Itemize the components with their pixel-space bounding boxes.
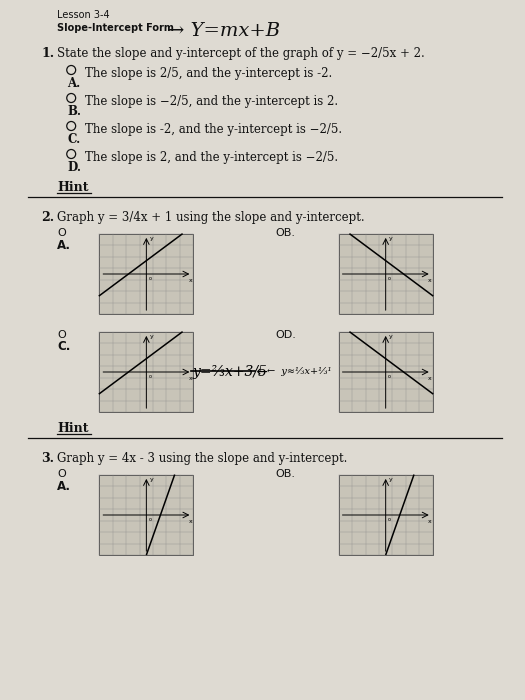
Text: x: x	[428, 376, 432, 381]
Text: o: o	[149, 276, 151, 281]
Text: x: x	[428, 519, 432, 524]
Text: o: o	[387, 276, 391, 281]
Text: x: x	[428, 278, 432, 283]
Text: The slope is 2, and the y-intercept is −2/5.: The slope is 2, and the y-intercept is −…	[85, 151, 338, 164]
Text: The slope is 2/5, and the y-intercept is -2.: The slope is 2/5, and the y-intercept is…	[85, 67, 332, 80]
Bar	[339, 475, 433, 555]
Text: OB.: OB.	[275, 469, 295, 479]
Text: Hint: Hint	[57, 422, 89, 435]
Bar	[339, 234, 433, 314]
Text: → Y=mx+B: → Y=mx+B	[168, 22, 280, 40]
Text: y: y	[149, 477, 153, 482]
Text: y: y	[388, 236, 392, 241]
Text: x: x	[188, 278, 192, 283]
Text: y: y	[388, 334, 392, 339]
Text: y: y	[149, 334, 153, 339]
Bar	[99, 332, 193, 412]
Text: OB.: OB.	[275, 228, 295, 238]
Text: Hint: Hint	[57, 181, 89, 194]
Text: O: O	[57, 469, 66, 479]
Bar	[339, 332, 433, 412]
Text: O: O	[57, 228, 66, 238]
Text: Graph y = 4x - 3 using the slope and y-intercept.: Graph y = 4x - 3 using the slope and y-i…	[57, 452, 348, 465]
Text: ←  y≈⅓x+⅓¹: ← y≈⅓x+⅓¹	[267, 368, 331, 377]
Bar	[99, 475, 193, 555]
Text: Slope-Intercept Form: Slope-Intercept Form	[57, 23, 174, 33]
Text: Lesson 3-4: Lesson 3-4	[57, 10, 110, 20]
Text: o: o	[387, 374, 391, 379]
Text: o: o	[387, 517, 391, 522]
Text: y=⅔x+3/5: y=⅔x+3/5	[193, 365, 268, 379]
Text: The slope is −2/5, and the y-intercept is 2.: The slope is −2/5, and the y-intercept i…	[85, 95, 338, 108]
Text: A.: A.	[57, 480, 71, 493]
Bar	[99, 234, 193, 314]
Text: OD.: OD.	[275, 330, 296, 340]
Text: B.: B.	[67, 105, 81, 118]
Text: x: x	[188, 376, 192, 381]
Text: y: y	[149, 236, 153, 241]
Text: 1.: 1.	[41, 47, 55, 60]
Text: D.: D.	[67, 161, 81, 174]
Text: The slope is -2, and the y-intercept is −2/5.: The slope is -2, and the y-intercept is …	[85, 123, 342, 136]
Text: C.: C.	[67, 133, 80, 146]
Text: C.: C.	[57, 340, 71, 353]
Text: ←: ←	[252, 365, 272, 379]
Text: O: O	[57, 330, 66, 340]
Text: o: o	[149, 374, 151, 379]
Text: 3.: 3.	[41, 452, 55, 465]
Text: 2.: 2.	[41, 211, 55, 224]
Text: o: o	[149, 517, 151, 522]
Text: y: y	[388, 477, 392, 482]
Text: Graph y = 3/4x + 1 using the slope and y-intercept.: Graph y = 3/4x + 1 using the slope and y…	[57, 211, 365, 224]
Text: A.: A.	[67, 77, 80, 90]
Text: x: x	[188, 519, 192, 524]
Text: State the slope and y-intercept of the graph of y = −2/5x + 2.: State the slope and y-intercept of the g…	[57, 47, 425, 60]
Text: A.: A.	[57, 239, 71, 252]
